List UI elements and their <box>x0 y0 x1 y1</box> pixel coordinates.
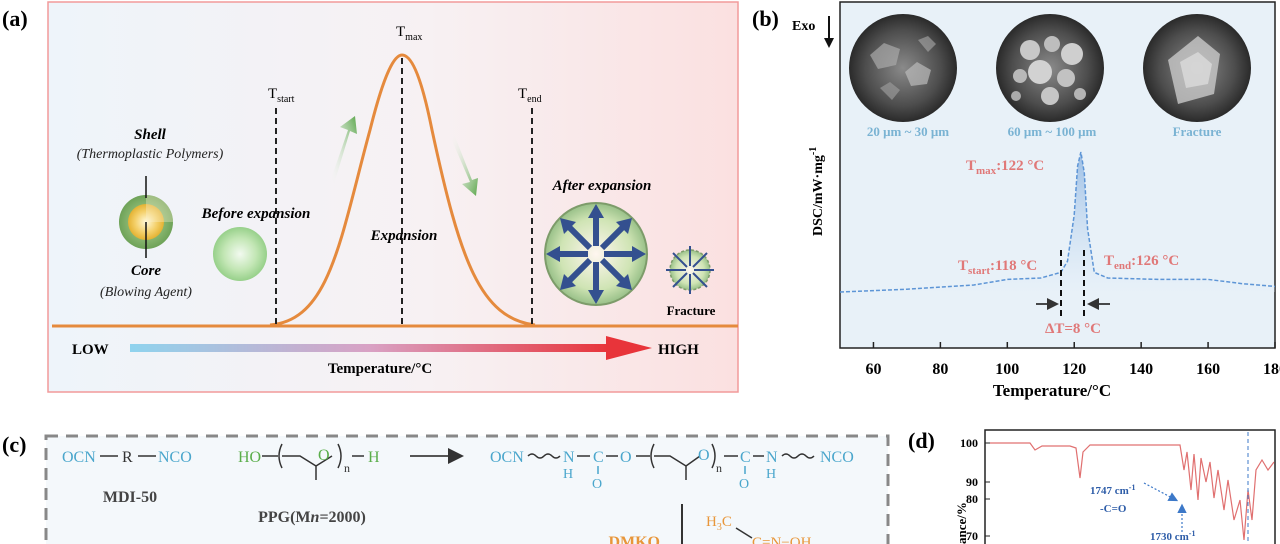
x-tick-label: 60 <box>865 361 881 378</box>
expansion-curve <box>269 53 536 327</box>
product-o1: O <box>620 449 632 466</box>
panel-a-label: (a) <box>2 6 28 31</box>
core-title: Core <box>131 263 161 279</box>
ftir-tick-80: 80 <box>966 492 978 506</box>
low-label: LOW <box>72 342 109 358</box>
panel-c-frame <box>44 434 890 544</box>
ppg-h: H <box>368 449 380 466</box>
size-label-2: 60 μm ~ 100 μm <box>1008 124 1097 139</box>
mdi-r: R <box>122 449 133 466</box>
temperature-arrow <box>130 344 610 352</box>
product-backbone <box>636 443 716 480</box>
product-n: N <box>563 449 575 466</box>
temperature-axis-label: Temperature/°C <box>328 361 432 377</box>
ftir-ann-1747: 1747 cm-1 <box>1090 483 1135 497</box>
x-tick-label: 80 <box>932 361 948 378</box>
ftir-tick-marks <box>985 442 990 537</box>
product-o2: O <box>698 447 710 464</box>
panel-a: (a) Tstart Tmax Tend Shell (Thermoplasti… <box>2 1 739 393</box>
sem-image-large <box>996 14 1104 122</box>
fall-arrow <box>450 134 478 196</box>
wavy-bond <box>527 453 561 459</box>
dsc-series-line <box>839 151 1276 293</box>
shell-desc: (Thermoplastic Polymers) <box>77 147 224 162</box>
dsc-curve <box>839 151 1276 293</box>
x-axis-ticks: 60 80 100 120 140 160 180 <box>865 342 1280 378</box>
dmko-oxime: C=N−OH <box>752 535 812 544</box>
product-n-sub: n <box>716 461 722 475</box>
t-start-label: Tstart <box>268 86 295 105</box>
wavy-bond <box>781 453 815 459</box>
temperature-arrow-head <box>606 336 652 360</box>
ftir-tick-90: 90 <box>966 475 978 489</box>
dsc-ylabel: DSC/mW·mg-1 <box>808 147 826 236</box>
shell-title: Shell <box>134 127 167 143</box>
ftir-ann-co: -C=O <box>1100 503 1127 515</box>
exo-label: Exo <box>792 19 815 34</box>
panel-c-label: (c) <box>2 432 26 457</box>
ppg-backbone <box>262 443 342 480</box>
ftir-ylabel: ance/% <box>954 502 969 544</box>
dmko-h3c: H3C <box>706 514 732 533</box>
mdi-ocn: OCN <box>62 449 96 466</box>
panel-b-label: (b) <box>752 6 779 31</box>
ppg-n: n <box>344 461 350 475</box>
product-o-carbonyl: O <box>592 477 602 492</box>
delta-t-label: ΔT=8 °C <box>1045 321 1101 337</box>
mdi-label: MDI-50 <box>103 489 157 506</box>
panel-d-label: (d) <box>908 428 935 453</box>
ftir-tick-70: 70 <box>966 529 978 543</box>
t-max-label: Tmax <box>396 24 422 43</box>
ftir-tick-100: 100 <box>960 436 978 450</box>
product-c2: C <box>740 449 751 466</box>
ftir-y-ticks: 100 90 80 70 <box>960 436 978 543</box>
ftir-ann-1730: 1730 cm-1 <box>1150 529 1195 543</box>
x-tick-label: 180 <box>1263 361 1280 378</box>
exo-arrow-head <box>824 38 834 48</box>
panel-c: (c) OCN R NCO MDI-50 HO O n H PPG(Mn=200… <box>2 432 890 544</box>
product-o-carbonyl-2: O <box>739 477 749 492</box>
mdi-nco: NCO <box>158 449 192 466</box>
ppg-o: O <box>318 447 330 464</box>
product-nco: NCO <box>820 449 854 466</box>
dsc-xlabel: Temperature/°C <box>993 381 1111 400</box>
tstart-annotation: Tstart:118 °C <box>958 258 1037 277</box>
panel-b: (b) Exo 20 μm <box>752 1 1280 400</box>
bond <box>735 527 753 539</box>
x-tick-label: 140 <box>1129 361 1153 378</box>
high-label: HIGH <box>658 342 699 358</box>
after-expansion-label: After expansion <box>552 178 652 194</box>
sem-image-small <box>849 14 957 122</box>
panel-d: (d) 100 90 80 70 ance/% 1747 cm-1 -C=O 1… <box>908 428 1276 544</box>
product-c: C <box>593 449 604 466</box>
tend-annotation: Tend:126 °C <box>1104 253 1179 272</box>
ppg-ho: HO <box>238 449 261 466</box>
expansion-label: Expansion <box>370 228 438 244</box>
product-h: H <box>563 467 573 482</box>
core-desc: (Blowing Agent) <box>100 285 192 300</box>
sem-image-fracture <box>1143 14 1251 122</box>
expanded-sphere <box>544 202 648 306</box>
product-h2: H <box>766 467 776 482</box>
x-tick-label: 160 <box>1196 361 1220 378</box>
dmko-label: DMKO <box>608 534 660 544</box>
size-label-1: 20 μm ~ 30 μm <box>867 124 949 139</box>
fracture-label: Fracture <box>667 303 716 318</box>
x-tick-label: 100 <box>995 361 1019 378</box>
ppg-label: PPG(Mn=2000) <box>258 509 366 526</box>
before-expansion-label: Before expansion <box>201 206 311 222</box>
tmax-annotation: Tmax:122 °C <box>966 158 1044 177</box>
product-n2: N <box>766 449 778 466</box>
t-end-label: Tend <box>518 86 542 105</box>
x-tick-label: 120 <box>1062 361 1086 378</box>
product-ocn: OCN <box>490 449 524 466</box>
rise-arrow <box>330 116 357 184</box>
fractured-sphere <box>666 246 714 294</box>
core-shell-sphere <box>119 176 173 258</box>
small-sphere <box>213 227 267 281</box>
size-label-3: Fracture <box>1173 124 1222 139</box>
